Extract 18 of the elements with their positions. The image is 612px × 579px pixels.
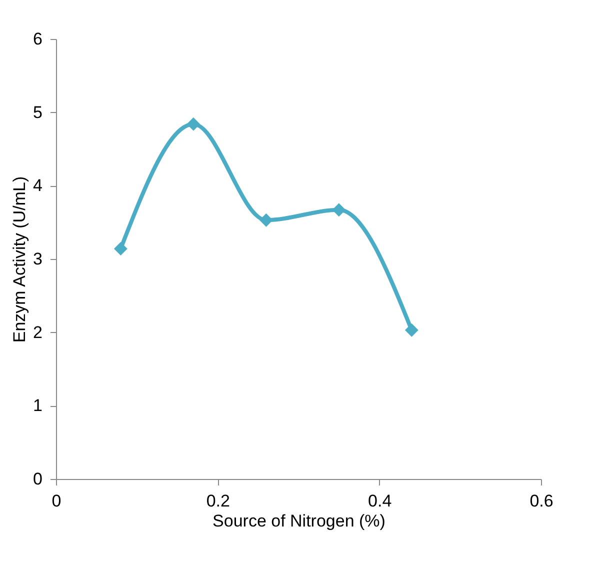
y-tick-label: 1 <box>33 396 42 416</box>
x-tick-label: 0.4 <box>368 492 392 510</box>
point <box>186 117 200 131</box>
y-tick-label: 0 <box>33 470 42 488</box>
y-tick-label: 2 <box>33 322 42 342</box>
x-tick-label: 0.2 <box>206 492 230 510</box>
point <box>404 323 418 337</box>
y-tick-label: 5 <box>33 102 42 122</box>
x-axis-title: Source of Nitrogen (%) <box>212 512 386 530</box>
x-tick-label: 0.6 <box>530 492 554 510</box>
y-tick-label: 4 <box>33 176 42 196</box>
point <box>259 213 273 227</box>
x-tick-label: 0 <box>52 492 62 510</box>
y-tick-label: 3 <box>33 250 42 268</box>
point <box>114 242 128 256</box>
point <box>332 203 346 217</box>
y-axis-title: Enzym Activity (U/mL) <box>10 176 30 343</box>
y-tick-label: 6 <box>33 30 42 48</box>
